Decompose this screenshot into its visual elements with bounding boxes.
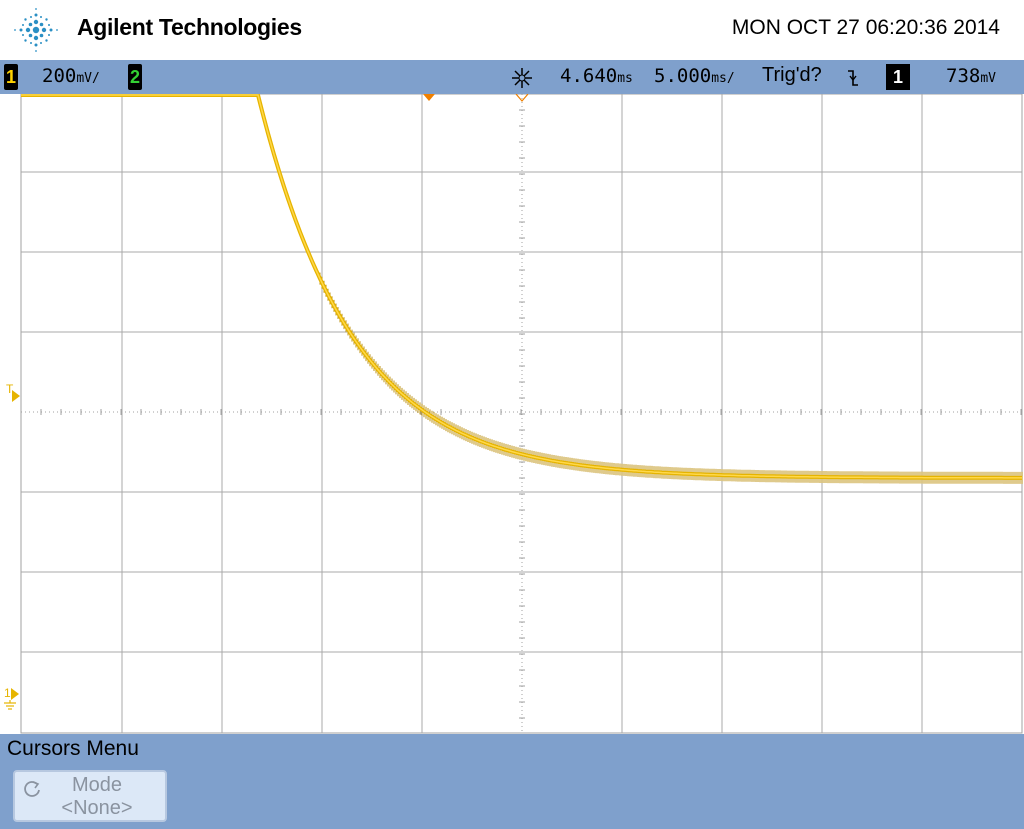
ground-marker-label: 1 [4, 686, 11, 700]
rotate-knob-icon [24, 781, 40, 797]
softkey-label: Mode [71, 774, 123, 796]
waveform-display[interactable]: T 1 [0, 94, 1024, 734]
axis-ticks [20, 94, 1022, 719]
agilent-logo-icon [14, 8, 58, 52]
channel-1-scale-unit: mV/ [76, 71, 100, 86]
asterisk-acquire-icon [512, 68, 532, 88]
delay-value: 4.640 [560, 65, 618, 87]
timebase-unit: ms/ [711, 71, 735, 86]
trigger-position-marker[interactable] [423, 94, 435, 101]
horizontal-grid-lines [21, 171, 1022, 653]
falling-edge-icon [848, 70, 858, 86]
channel-2-indicator[interactable]: 2 [128, 64, 142, 90]
menu-title: Cursors Menu [7, 737, 139, 760]
trigger-arrow-icon [12, 390, 20, 402]
brand-name: Agilent Technologies [77, 14, 302, 40]
trigger-level-marker-label: T [6, 382, 14, 396]
delay-unit: ms [617, 71, 633, 86]
trigger-source-indicator[interactable]: 1 [886, 64, 910, 90]
ground-arrow-icon [11, 688, 19, 700]
channel-1-scale-value: 200 [42, 65, 77, 87]
trigger-level-value: 738 [946, 65, 981, 87]
timebase-scale[interactable]: 5.000ms/ [654, 65, 735, 87]
title-bar: Agilent Technologies MON OCT 27 06:20:36… [0, 0, 1024, 60]
channel-1-scale[interactable]: 200mV/ [42, 65, 100, 87]
delay-reference-marker [515, 94, 529, 102]
trigger-status: Trig'd? [762, 64, 822, 86]
softkey-menu-bar: Cursors Menu Mode <None> [0, 734, 1024, 829]
channel-1-ground-marker[interactable]: 1 [2, 686, 22, 712]
channel-1-waveform [21, 94, 1023, 484]
graticule [20, 94, 1023, 734]
status-bar: 1 200mV/ 2 4.640ms 5.000ms/ Trig'd? 1 73… [0, 60, 1024, 94]
trigger-level-unit: mV [980, 71, 996, 86]
trigger-level[interactable]: 738mV [946, 65, 996, 87]
trigger-level-marker[interactable]: T [4, 382, 22, 406]
cursor-mode-softkey[interactable]: Mode <None> [13, 770, 167, 822]
timebase-value: 5.000 [654, 65, 712, 87]
channel-1-indicator[interactable]: 1 [4, 64, 18, 90]
date-time: MON OCT 27 06:20:36 2014 [731, 16, 1000, 39]
horizontal-delay[interactable]: 4.640ms [560, 65, 633, 87]
softkey-value: <None> [61, 797, 133, 819]
ground-symbol-icon [4, 700, 16, 710]
